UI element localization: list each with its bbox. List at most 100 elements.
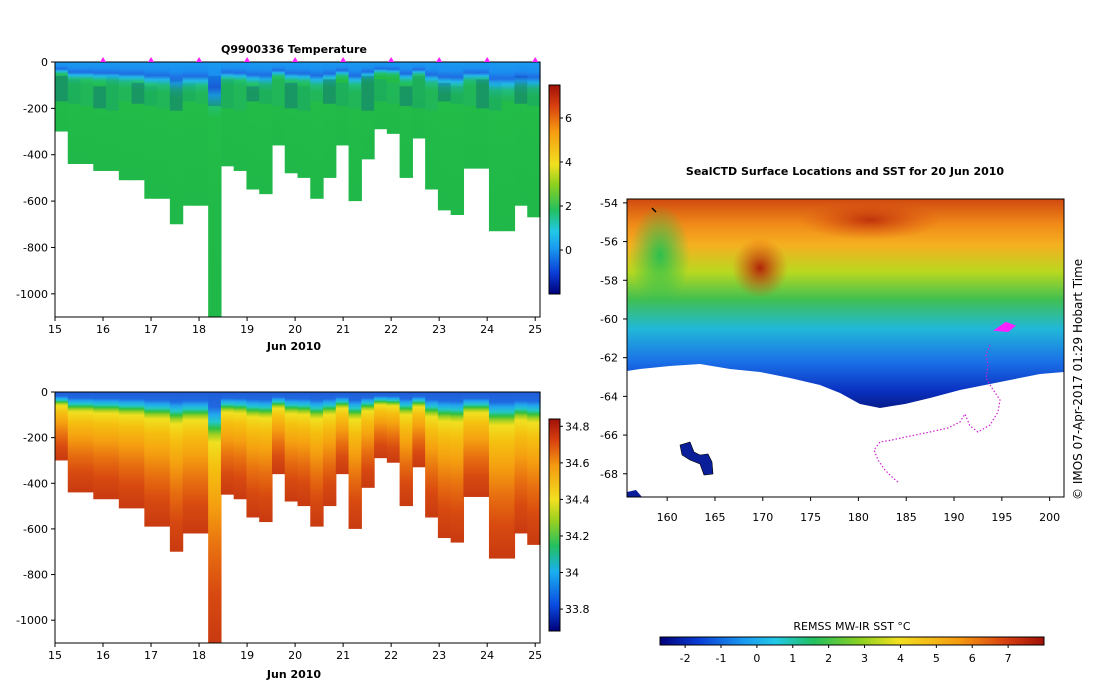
profile-marker: [388, 57, 395, 62]
profile-column: [501, 392, 516, 559]
profile-marker: [292, 57, 299, 62]
y-tick-label: -800: [23, 569, 48, 582]
temperature-title: Q9900336 Temperature: [221, 43, 367, 56]
profile-band: [297, 86, 311, 111]
profile-band: [169, 79, 184, 111]
profile-column: [55, 392, 69, 461]
profile-band: [501, 86, 516, 102]
profile-band: [259, 75, 273, 104]
profile-marker: [100, 57, 107, 62]
profile-marker: [340, 57, 347, 62]
profile-column: [259, 392, 273, 523]
profile-column: [80, 392, 94, 493]
profile-band: [55, 75, 69, 102]
x-tick-label: 22: [384, 649, 398, 662]
profile-column: [335, 62, 350, 146]
profile-column: [476, 392, 490, 497]
profile-band: [233, 82, 248, 111]
profile-column: [131, 62, 145, 181]
x-tick-label: 23: [432, 323, 446, 336]
profile-column: [233, 62, 248, 171]
lat-tick-label: -60: [600, 313, 618, 326]
lon-tick-label: 165: [704, 511, 725, 524]
profile-band: [386, 82, 401, 104]
profile-column: [323, 392, 337, 507]
x-tick-label: 20: [288, 649, 302, 662]
x-tick-label: 20: [288, 323, 302, 336]
profile-marker: [196, 57, 203, 62]
x-tick-label: 21: [336, 323, 350, 336]
x-tick-label: 19: [240, 323, 254, 336]
profile-column: [106, 62, 120, 171]
profile-column: [361, 62, 375, 160]
profile-column: [271, 392, 286, 475]
profile-column: [399, 62, 413, 178]
profile-marker: [148, 57, 155, 62]
x-tick-label: 19: [240, 649, 254, 662]
profile-band: [310, 75, 324, 102]
x-tick-label: 15: [48, 649, 62, 662]
profile-column: [67, 62, 82, 164]
salinity-y-axis: 0 -200 -400 -600 -800 -1000: [16, 386, 55, 627]
seal-surface-location: [993, 321, 1016, 333]
temperature-x-label: Jun 2010: [266, 340, 322, 353]
lon-tick-label: 170: [752, 511, 773, 524]
profile-column: [437, 62, 452, 211]
profile-marker: [532, 57, 539, 62]
profile-column: [271, 62, 286, 146]
profile-column: [450, 392, 465, 543]
profile-column: [361, 392, 375, 488]
lon-tick-label: 160: [657, 511, 678, 524]
seal-track: [873, 344, 1001, 483]
profile-band: [271, 79, 286, 107]
salinity-panel: 0 -200 -400 -600 -800 -1000 15 16 17 18 19 20 21 22 2…: [16, 386, 589, 681]
profile-band: [399, 86, 413, 107]
map-longitude-axis: 160 165 170 175 180 185 190 195 200: [657, 497, 1060, 524]
temperature-x-axis: 15 16 17 18 19 20 21 22 23 24 25: [48, 317, 542, 336]
sst-colorbar-tick-label: 6: [969, 652, 976, 665]
lon-tick-label: 195: [991, 511, 1012, 524]
profile-column: [55, 62, 69, 132]
profile-column: [335, 392, 350, 475]
profile-column: [514, 62, 528, 206]
salinity-x-label: Jun 2010: [266, 668, 322, 681]
imos-credit: © IMOS 07-Apr-2017 01:29 Hobart Time: [1071, 259, 1085, 500]
map-speck: [651, 207, 657, 213]
x-tick-label: 24: [480, 649, 494, 662]
profile-band: [463, 75, 477, 107]
lon-tick-label: 190: [944, 511, 965, 524]
profile-column: [425, 392, 439, 518]
y-tick-label: -1000: [16, 288, 48, 301]
map-frame: [626, 198, 1065, 498]
profile-column: [374, 62, 388, 130]
x-tick-label: 15: [48, 323, 62, 336]
sst-field: [627, 199, 1064, 497]
profile-band: [80, 82, 94, 107]
salinity-plot-frame: [54, 391, 541, 644]
sst-colorbar-tick-label: 5: [933, 652, 940, 665]
profile-column: [374, 392, 388, 459]
lon-tick-label: 180: [848, 511, 869, 524]
cool-tongue: [630, 205, 690, 305]
profile-column: [463, 62, 477, 169]
salinity-colorbar: [548, 418, 561, 632]
profile-column: [450, 62, 465, 215]
profile-column: [412, 62, 426, 139]
profile-column: [488, 62, 503, 232]
profile-column: [144, 62, 158, 199]
x-tick-label: 17: [144, 323, 158, 336]
sst-colorbar-label: REMSS MW-IR SST °C: [793, 620, 911, 633]
salinity-x-axis: 15 16 17 18 19 20 21 22 23 24 25: [48, 643, 542, 662]
map-latitude-axis: -54 -56 -58 -60 -62 -64 -66 -68: [600, 197, 627, 481]
sst-map-panel: SealCTD Surface Locations and SST for 20…: [600, 165, 1085, 665]
profile-column: [284, 392, 299, 502]
profile-column: [118, 392, 133, 509]
profile-column: [233, 392, 248, 500]
profile-column: [310, 392, 324, 527]
profile-column: [386, 392, 401, 463]
profile-band: [93, 86, 107, 109]
profile-band: [284, 82, 299, 109]
profile-band: [131, 82, 145, 104]
lat-tick-label: -68: [600, 468, 618, 481]
